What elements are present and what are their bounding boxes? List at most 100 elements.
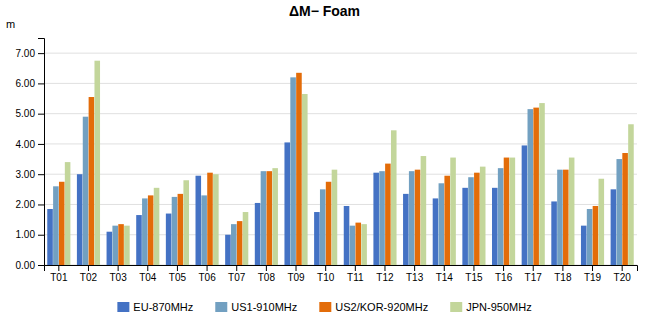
x-axis-line (45, 266, 638, 272)
bar (450, 158, 456, 265)
x-tick-mark (473, 265, 474, 271)
bar (539, 103, 545, 265)
x-tick-mark (562, 265, 563, 271)
x-tick: T16 (495, 265, 513, 283)
y-tick-label: 4.00 (16, 139, 36, 150)
bar (207, 173, 213, 265)
y-tick: 7.00 (16, 48, 44, 59)
bar (421, 156, 427, 265)
y-axis: 0.001.002.003.004.005.006.007.00 (16, 39, 45, 271)
y-tick-mark (38, 174, 44, 175)
bar (462, 188, 468, 265)
bar (142, 198, 148, 265)
x-tick-label: T12 (376, 272, 394, 283)
bar (373, 173, 379, 265)
bar (314, 212, 320, 265)
legend-label: US2/KOR-920MHz (335, 301, 428, 313)
x-tick-mark (444, 265, 445, 271)
bar (474, 173, 480, 265)
x-tick: T02 (80, 265, 98, 283)
x-tick: T09 (287, 265, 305, 283)
bar (124, 226, 130, 265)
bar (444, 176, 450, 265)
grid-line (44, 113, 637, 114)
x-tick-mark (503, 265, 504, 271)
x-tick-mark (266, 265, 267, 271)
bar (510, 158, 516, 265)
x-tick-label: T16 (495, 272, 513, 283)
y-tick-label: 0.00 (16, 260, 36, 271)
bar (593, 206, 599, 265)
bar (89, 97, 95, 265)
bar (344, 206, 350, 265)
bar (622, 153, 628, 265)
bar (148, 195, 154, 265)
y-tick: 4.00 (16, 139, 44, 150)
x-tick: T01 (50, 265, 68, 283)
y-tick: 2.00 (16, 199, 44, 210)
bar (492, 188, 498, 265)
x-tick: T18 (554, 265, 572, 283)
bar (118, 224, 124, 265)
x-tick-label: T17 (525, 272, 543, 283)
x-tick: T19 (584, 265, 602, 283)
x-tick-mark (207, 265, 208, 271)
bar-series (53, 77, 622, 265)
bar (522, 145, 528, 265)
bar (528, 109, 534, 265)
x-tick-label: T05 (169, 272, 187, 283)
grid-line (44, 234, 637, 235)
bar (83, 117, 89, 265)
bar (237, 221, 243, 265)
bar (628, 124, 634, 265)
bar (557, 170, 563, 265)
bar (166, 214, 172, 265)
bar (403, 194, 409, 265)
y-tick-label: 2.00 (16, 199, 36, 210)
x-tick-mark (58, 265, 59, 271)
x-tick: T08 (258, 265, 276, 283)
bar (415, 170, 421, 265)
y-tick-mark (38, 204, 44, 205)
y-tick-mark (38, 83, 44, 84)
x-tick-label: T11 (347, 272, 364, 283)
bar (498, 168, 504, 265)
x-tick: T11 (347, 265, 364, 283)
bar (225, 235, 231, 265)
legend-swatch (450, 302, 462, 312)
bar (563, 170, 569, 265)
grid-line (44, 204, 637, 205)
y-tick-label: 3.00 (16, 169, 36, 180)
bar (391, 130, 397, 265)
grid-line (44, 143, 637, 144)
grid (44, 53, 637, 265)
bar (569, 158, 575, 265)
x-tick: T07 (228, 265, 246, 283)
bar (599, 179, 605, 265)
y-tick-label: 6.00 (16, 78, 36, 89)
bar (581, 226, 587, 265)
bar (385, 164, 391, 265)
x-tick: T13 (406, 265, 424, 283)
bar (272, 168, 278, 265)
bar (296, 73, 302, 265)
bar (107, 232, 113, 265)
x-tick: T20 (614, 265, 632, 283)
x-tick-mark (533, 265, 534, 271)
x-tick-label: T01 (50, 272, 68, 283)
x-tick-mark (236, 265, 237, 271)
bars (47, 61, 633, 265)
bar (332, 170, 338, 265)
bar (326, 182, 332, 265)
x-tick: T17 (525, 265, 543, 283)
x-tick-label: T09 (287, 272, 305, 283)
x-tick-label: T20 (614, 272, 632, 283)
legend-item: US1-910MHz (215, 301, 297, 313)
bar-series (59, 73, 628, 265)
x-tick: T04 (139, 265, 157, 283)
y-tick: 1.00 (16, 229, 44, 240)
bar (379, 171, 385, 265)
y-tick-mark (38, 144, 44, 145)
bar (284, 142, 290, 265)
y-axis-line (38, 39, 45, 266)
